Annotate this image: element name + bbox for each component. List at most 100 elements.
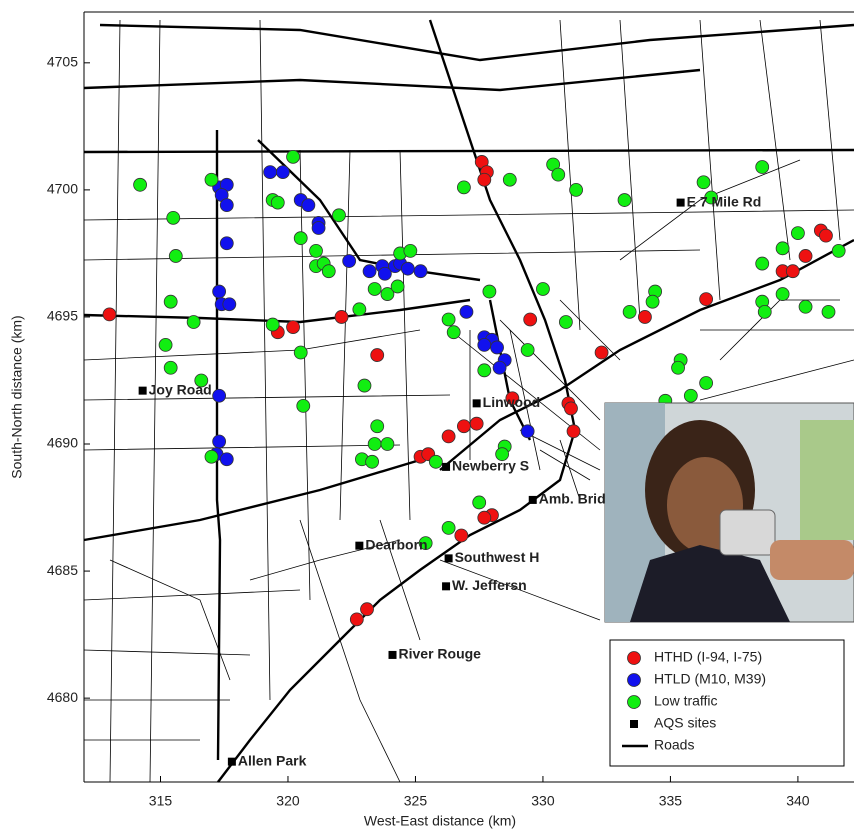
point [460,305,473,318]
aqs-site [355,542,363,550]
point [361,603,374,616]
point [684,389,697,402]
legend-label: Low traffic [654,693,718,709]
point [335,310,348,323]
point [478,173,491,186]
site-label: Allen Park [238,752,307,768]
point [552,168,565,181]
site-label: Newberry S [452,458,529,474]
point [276,166,289,179]
point [287,150,300,163]
point [478,338,491,351]
point [758,305,771,318]
point [414,265,427,278]
point [266,318,279,331]
y-tick-label: 4695 [47,308,78,324]
point [381,438,394,451]
point [169,249,182,262]
point [672,361,685,374]
point [213,285,226,298]
aqs-site [442,463,450,471]
point [302,199,315,212]
point [455,529,468,542]
point [205,173,218,186]
point [350,613,363,626]
point [378,267,391,280]
point [371,420,384,433]
point [646,295,659,308]
aqs-site [473,399,481,407]
point [559,316,572,329]
point [756,161,769,174]
point [429,455,442,468]
point [595,346,608,359]
point [353,303,366,316]
point [521,425,534,438]
legend-label: AQS sites [654,715,716,731]
aqs-site [139,387,147,395]
point [368,438,381,451]
aqs-site [677,199,685,207]
x-tick-label: 335 [659,793,683,809]
point [343,255,356,268]
point [493,361,506,374]
point [223,298,236,311]
point [322,265,335,278]
point [570,183,583,196]
y-tick-label: 4690 [47,435,78,451]
point [442,430,455,443]
point [363,265,376,278]
site-label: River Rouge [399,646,482,662]
aqs-site [442,582,450,590]
point [332,209,345,222]
legend-label: HTHD (I-94, I-75) [654,649,762,665]
point [478,364,491,377]
point [358,379,371,392]
legend: HTHD (I-94, I-75) HTLD (M10, M39) Low traf… [610,640,844,766]
point [312,222,325,235]
y-tick-label: 4700 [47,181,78,197]
x-axis-label: West-East distance (km) [364,813,516,829]
legend-marker [628,674,641,687]
point [567,425,580,438]
point [442,521,455,534]
point [371,349,384,362]
photo-inset [605,403,854,622]
aqs-site [529,496,537,504]
point [220,453,233,466]
point [164,295,177,308]
aqs-site [445,554,453,562]
x-tick-label: 315 [149,793,173,809]
site-label: Linwood [483,394,541,410]
point [524,313,537,326]
point [404,244,417,257]
point [159,338,172,351]
point [264,166,277,179]
point [799,300,812,313]
point [134,178,147,191]
point [473,496,486,509]
y-tick-label: 4705 [47,54,78,70]
point [457,420,470,433]
site-label: Southwest H [455,549,540,565]
point [366,455,379,468]
point [503,173,516,186]
point [756,257,769,270]
point [822,305,835,318]
point [536,282,549,295]
point [478,511,491,524]
site-label: Dearborn [365,536,427,552]
legend-label: HTLD (M10, M39) [654,671,766,687]
legend-marker [628,652,641,665]
point [220,199,233,212]
point [491,341,504,354]
y-tick-label: 4685 [47,562,78,578]
point [618,194,631,207]
point [187,316,200,329]
legend-label: Roads [654,737,694,753]
point [791,227,804,240]
point [401,262,414,275]
point [391,280,404,293]
point [457,181,470,194]
aqs-site [228,758,236,766]
